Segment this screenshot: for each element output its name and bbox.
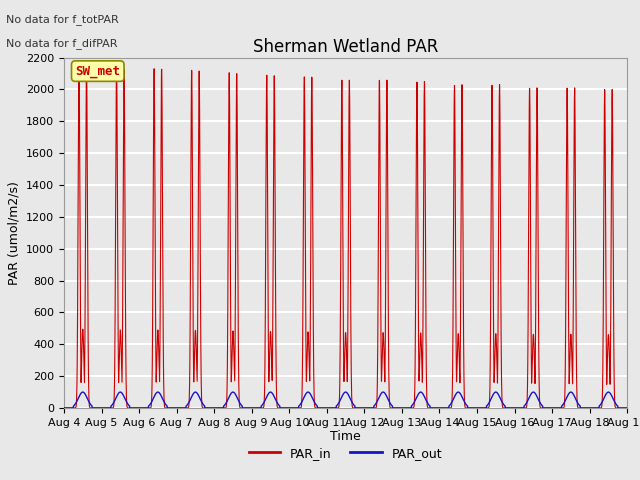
- X-axis label: Time: Time: [330, 431, 361, 444]
- Title: Sherman Wetland PAR: Sherman Wetland PAR: [253, 38, 438, 56]
- Legend: PAR_in, PAR_out: PAR_in, PAR_out: [244, 442, 447, 465]
- Text: No data for f_totPAR: No data for f_totPAR: [6, 14, 119, 25]
- Text: SW_met: SW_met: [76, 65, 120, 78]
- Y-axis label: PAR (umol/m2/s): PAR (umol/m2/s): [8, 181, 20, 285]
- Text: No data for f_difPAR: No data for f_difPAR: [6, 38, 118, 49]
